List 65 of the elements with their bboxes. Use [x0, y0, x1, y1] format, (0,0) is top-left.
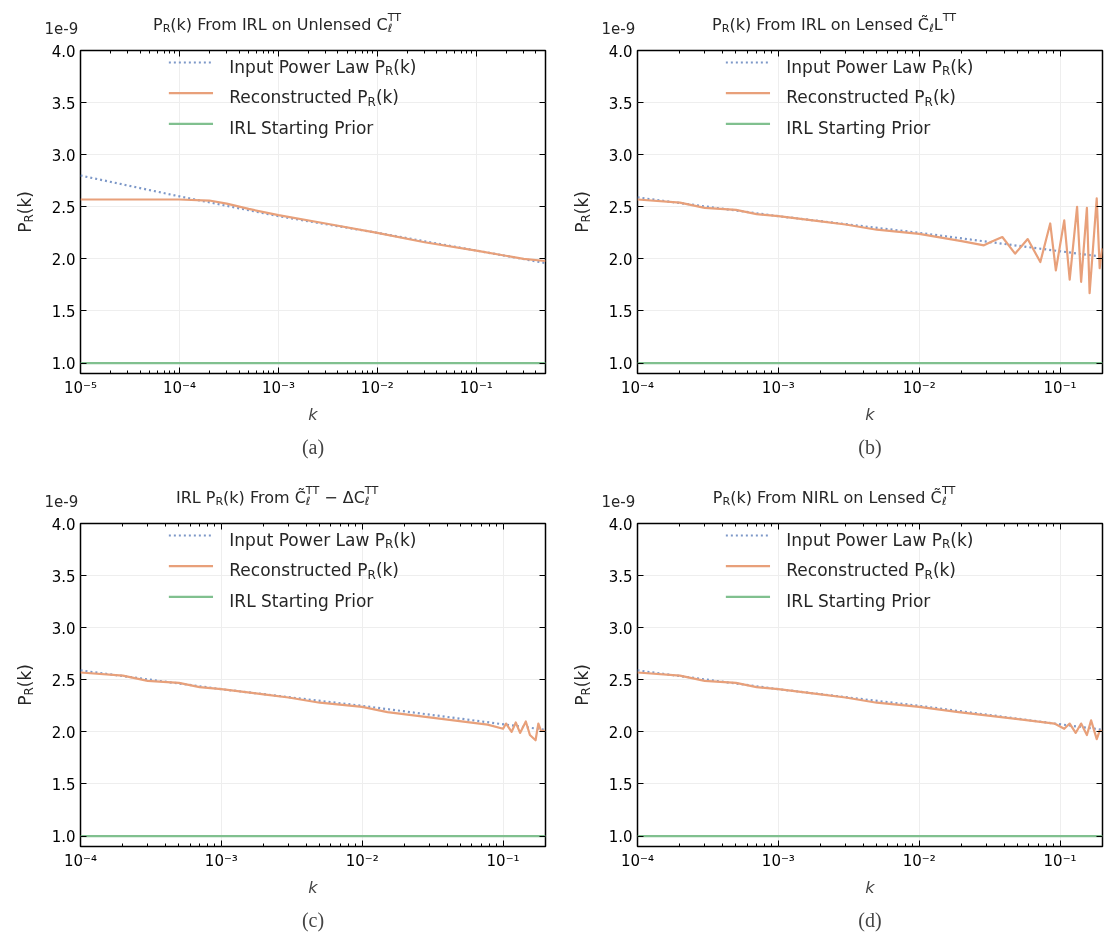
y-tick-label: 1.5 — [608, 775, 633, 794]
legend-label: IRL Starting Prior — [229, 118, 374, 139]
y-tick-label: 3.5 — [51, 94, 76, 113]
text: (b) — [858, 435, 882, 459]
y-tick-label: 1.0 — [608, 828, 633, 847]
x-tick-label: 10⁻⁴ — [63, 851, 98, 870]
y-axis-title: PR(k) — [571, 191, 593, 233]
y-tick-label: 2.0 — [51, 723, 76, 742]
y-tick-label: 2.0 — [608, 723, 633, 742]
x-tick-label: 10⁻¹ — [1043, 851, 1077, 870]
y-axis-title: PR(k) — [571, 664, 593, 706]
x-tick-label: 10⁻⁴ — [162, 378, 196, 397]
text: 1e-9 — [44, 492, 79, 511]
y-tick-label: 3.5 — [608, 94, 633, 113]
x-tick-label: 10⁻¹ — [1043, 378, 1077, 397]
y-axis-title: PR(k) — [14, 664, 36, 706]
y-tick-label: 1.5 — [51, 775, 76, 794]
legend-label: IRL Starting Prior — [229, 591, 374, 612]
x-tick-label: 10⁻³ — [204, 851, 238, 870]
x-tick-label: 10⁻⁵ — [63, 378, 98, 397]
x-tick-label: 10⁻¹ — [459, 378, 493, 397]
text: 1e-9 — [44, 19, 79, 38]
y-tick-label: 1.5 — [608, 302, 633, 321]
y-tick-label: 3.5 — [51, 567, 76, 586]
y-tick-label: 3.0 — [51, 146, 76, 165]
x-tick-label: 10⁻⁴ — [620, 378, 655, 397]
text: (d) — [858, 908, 882, 932]
text: (a) — [301, 435, 325, 459]
y-tick-label: 2.5 — [51, 198, 76, 217]
x-tick-label: 10⁻³ — [261, 378, 295, 397]
legend-label: IRL Starting Prior — [786, 591, 931, 612]
x-axis-title: k — [308, 404, 319, 424]
y-tick-label: 4.0 — [51, 42, 76, 61]
x-tick-label: 10⁻² — [345, 851, 379, 870]
text: 1e-9 — [601, 19, 636, 38]
y-tick-label: 4.0 — [608, 515, 633, 534]
y-tick-label: 1.0 — [51, 828, 76, 847]
y-tick-label: 3.5 — [608, 567, 633, 586]
text: (c) — [301, 908, 325, 932]
x-tick-label: 10⁻³ — [761, 378, 795, 397]
y-tick-label: 2.5 — [51, 671, 76, 690]
y-tick-label: 3.0 — [608, 619, 633, 638]
y-tick-label: 2.0 — [51, 250, 76, 269]
text: 1e-9 — [601, 492, 636, 511]
x-tick-label: 10⁻⁴ — [620, 851, 655, 870]
y-tick-label: 3.0 — [608, 146, 633, 165]
x-tick-label: 10⁻² — [902, 851, 936, 870]
x-axis-title: k — [865, 404, 876, 424]
y-axis-title: PR(k) — [14, 191, 36, 233]
x-tick-label: 10⁻¹ — [486, 851, 520, 870]
legend-label: IRL Starting Prior — [786, 118, 931, 139]
y-tick-label: 2.5 — [608, 671, 633, 690]
y-tick-label: 4.0 — [608, 42, 633, 61]
y-tick-label: 1.0 — [608, 355, 633, 374]
x-tick-label: 10⁻² — [360, 378, 394, 397]
y-tick-label: 1.0 — [51, 355, 76, 374]
x-tick-label: 10⁻³ — [761, 851, 795, 870]
x-tick-label: 10⁻² — [902, 378, 936, 397]
y-tick-label: 2.0 — [608, 250, 633, 269]
x-axis-title: k — [865, 877, 876, 897]
y-tick-label: 1.5 — [51, 302, 76, 321]
y-tick-label: 2.5 — [608, 198, 633, 217]
x-axis-title: k — [308, 877, 319, 897]
y-tick-label: 3.0 — [51, 619, 76, 638]
y-tick-label: 4.0 — [51, 515, 76, 534]
